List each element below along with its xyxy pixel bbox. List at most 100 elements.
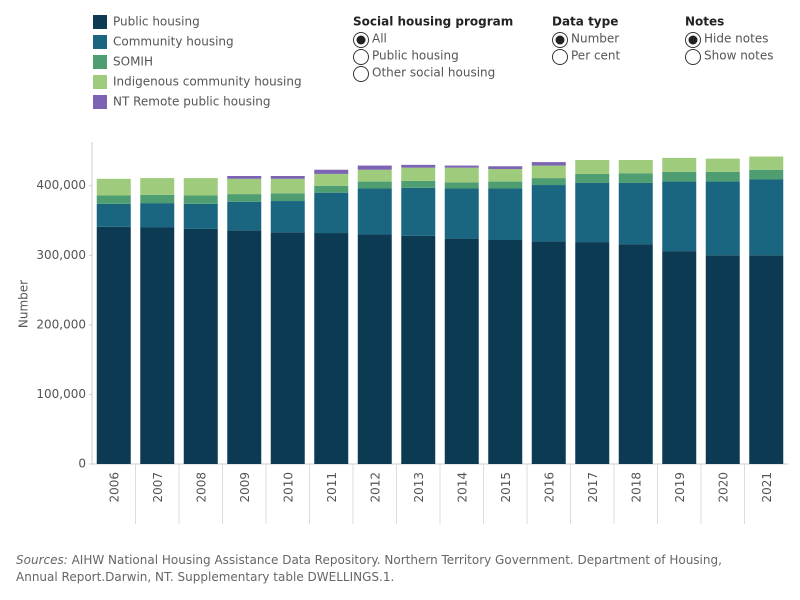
chart: Public housing Community housing SOMIH Indi… — [17, 15, 788, 524]
bar-segment — [314, 192, 349, 234]
x-tick-label: 2009 — [238, 472, 252, 503]
bar-segment — [227, 178, 262, 195]
bar-segment — [270, 201, 305, 233]
x-tick-label: 2011 — [325, 472, 339, 503]
bar-segment — [183, 228, 218, 464]
control-title: Social housing program — [353, 15, 513, 29]
bar-segment — [662, 181, 697, 252]
radio-button[interactable] — [353, 66, 369, 82]
sources-text: AIHW National Housing Assistance Data Re… — [16, 553, 722, 584]
radio-label[interactable]: Show notes — [704, 49, 773, 63]
bar-segment — [96, 226, 131, 464]
bar-segment — [314, 169, 349, 174]
sources-label: Sources: — [16, 553, 68, 567]
legend-swatch — [93, 15, 107, 29]
bar-segment — [575, 242, 610, 464]
bar-segment — [749, 179, 784, 256]
bar-segment — [140, 203, 175, 228]
legend-label: SOMIH — [113, 55, 153, 69]
legend-label: NT Remote public housing — [113, 95, 271, 109]
control-title: Data type — [552, 15, 618, 29]
bar-segment — [662, 171, 697, 182]
bar-segment — [96, 203, 131, 227]
bar-segment — [357, 169, 392, 182]
radio-button[interactable] — [685, 49, 701, 65]
bar-segment — [531, 165, 566, 179]
bar-segment — [705, 255, 740, 464]
y-tick-label: 100,000 — [36, 387, 86, 401]
bar-segment — [183, 195, 218, 204]
bar-segment — [140, 227, 175, 464]
radio-label[interactable]: Number — [571, 32, 619, 46]
bar-segment — [140, 194, 175, 204]
bar-segment — [575, 173, 610, 183]
sources: Sources: AIHW National Housing Assistanc… — [16, 552, 756, 586]
bar-segment — [401, 187, 436, 236]
bar-segment — [270, 232, 305, 464]
x-tick-label: 2010 — [281, 472, 295, 503]
y-tick-label: 0 — [78, 457, 86, 471]
bar-segment — [314, 233, 349, 464]
bar-segment — [357, 181, 392, 189]
legend-swatch — [93, 75, 107, 89]
legend-swatch — [93, 35, 107, 49]
bar-segment — [705, 171, 740, 182]
x-tick-label: 2016 — [542, 472, 556, 503]
x-tick-label: 2007 — [151, 472, 165, 503]
bar-segment — [401, 167, 436, 181]
bar-segment — [575, 182, 610, 243]
bar-segment — [618, 182, 653, 245]
radio-button[interactable] — [552, 49, 568, 65]
legend-swatch — [93, 55, 107, 69]
x-tick-label: 2006 — [107, 472, 121, 503]
bar-segment — [444, 165, 479, 168]
bar-segment — [488, 240, 523, 464]
bar-segment — [662, 157, 697, 172]
radio-label[interactable]: Public housing — [372, 49, 459, 63]
bar-segment — [444, 238, 479, 464]
x-tick-label: 2014 — [455, 472, 469, 503]
x-tick-label: 2012 — [368, 472, 382, 503]
bar-segment — [357, 188, 392, 235]
bar-segment — [183, 178, 218, 196]
bar-segment — [488, 169, 523, 182]
x-tick-label: 2008 — [194, 472, 208, 503]
radio-label[interactable]: Per cent — [571, 49, 621, 63]
legend-label: Community housing — [113, 35, 234, 49]
radio-dot — [555, 35, 565, 45]
bar-segment — [314, 173, 349, 186]
bar-segment — [531, 241, 566, 464]
bar-segment — [618, 173, 653, 183]
bar-segment — [270, 176, 305, 179]
bar-segment — [749, 255, 784, 464]
bar-segment — [444, 167, 479, 183]
bar-segment — [227, 201, 262, 231]
bar-segment — [531, 162, 566, 166]
x-tick-label: 2019 — [673, 472, 687, 503]
legend-swatch — [93, 95, 107, 109]
radio-button[interactable] — [353, 49, 369, 65]
bar-segment — [705, 158, 740, 172]
radio-label[interactable]: Other social housing — [372, 66, 495, 80]
bar-segment — [270, 193, 305, 202]
bar-segment — [401, 180, 436, 188]
y-tick-label: 400,000 — [36, 178, 86, 192]
radio-label[interactable]: All — [372, 32, 387, 46]
bar-segment — [618, 244, 653, 464]
x-tick-label: 2013 — [412, 472, 426, 503]
bar-segment — [183, 203, 218, 229]
x-tick-label: 2021 — [760, 472, 774, 503]
bar-segment — [270, 178, 305, 194]
bar-segment — [531, 185, 566, 242]
radio-dot — [356, 35, 366, 45]
bar-segment — [531, 178, 566, 186]
y-tick-label: 300,000 — [36, 248, 86, 262]
bar-segment — [401, 164, 436, 168]
bar-segment — [227, 230, 262, 464]
bar-segment — [749, 156, 784, 170]
bar-segment — [227, 176, 262, 179]
x-tick-label: 2020 — [716, 472, 730, 503]
radio-label[interactable]: Hide notes — [704, 32, 768, 46]
radio-dot — [688, 35, 698, 45]
